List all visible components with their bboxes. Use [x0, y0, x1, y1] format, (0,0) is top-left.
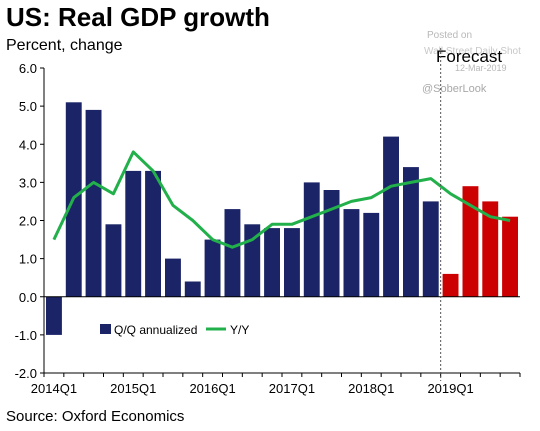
watermark-date: 12-Mar-2019	[455, 63, 507, 73]
x-tick-label: 2018Q1	[348, 381, 394, 396]
bar-2017Q4	[343, 209, 360, 297]
legend-label-line: Y/Y	[230, 323, 249, 337]
y-tick-label: 5.0	[19, 99, 37, 114]
bars-layer	[46, 102, 518, 335]
y-tick-label: 1.0	[19, 252, 37, 267]
bar-2018Q2	[383, 136, 399, 297]
bar-2016Q2	[224, 209, 241, 297]
y-tick-label: 6.0	[19, 61, 37, 76]
line-layer	[52, 150, 511, 249]
bar-2017Q1	[284, 228, 300, 297]
bar-2018Q1	[363, 212, 380, 297]
bar-2017Q2	[303, 182, 320, 297]
bar-2019Q4	[502, 216, 518, 297]
bar-2015Q4	[184, 281, 201, 297]
chart-legend: Q/Q annualized Y/Y	[100, 323, 249, 337]
bar-2019Q2	[462, 186, 479, 297]
bar-2014Q3	[85, 109, 102, 297]
bar-2017Q3	[323, 190, 340, 297]
watermark-posted: Posted on	[427, 30, 473, 41]
bar-2014Q4	[105, 224, 122, 297]
bar-2018Q3	[403, 167, 419, 297]
chart-subtitle: Percent, change	[6, 37, 123, 54]
bar-2015Q3	[165, 258, 181, 297]
watermark-site: Wall Street Daily Shot	[424, 46, 521, 57]
chart-title: US: Real GDP growth	[6, 2, 270, 32]
bar-2019Q1	[442, 273, 459, 297]
bar-2016Q4	[264, 228, 280, 297]
y-tick-label: 2.0	[19, 214, 37, 229]
x-tick-label: 2016Q1	[189, 381, 235, 396]
chart-source: Source: Oxford Economics	[6, 408, 185, 425]
x-tick-label: 2019Q1	[427, 381, 473, 396]
bar-2015Q2	[145, 170, 161, 297]
axes-layer: -2.0 -1.0 0.0 1.0 2.0 3.0 4.0 5.0 6.0 2014Q1 2015Q…	[15, 48, 521, 396]
bar-2014Q1	[46, 296, 62, 335]
legend-label-bars: Q/Q annualized	[114, 323, 197, 337]
legend-swatch-bars	[100, 324, 111, 334]
x-tick-label: 2017Q1	[269, 381, 315, 396]
y-tick-label: 3.0	[19, 175, 37, 190]
bar-2019Q3	[482, 201, 499, 297]
bar-2016Q1	[204, 239, 221, 297]
y-tick-label: -2.0	[15, 366, 37, 381]
x-tick-label: 2014Q1	[31, 381, 77, 396]
bar-2015Q1	[125, 170, 142, 297]
watermark-handle: @SoberLook	[422, 83, 487, 95]
yy-line	[52, 150, 511, 249]
x-tick-label: 2015Q1	[110, 381, 156, 396]
y-tick-label: -1.0	[15, 328, 37, 343]
bar-2018Q4	[422, 201, 439, 297]
y-tick-label: 4.0	[19, 137, 37, 152]
forecast-label: Forecast	[436, 47, 503, 66]
y-tick-label: 0.0	[19, 290, 37, 305]
